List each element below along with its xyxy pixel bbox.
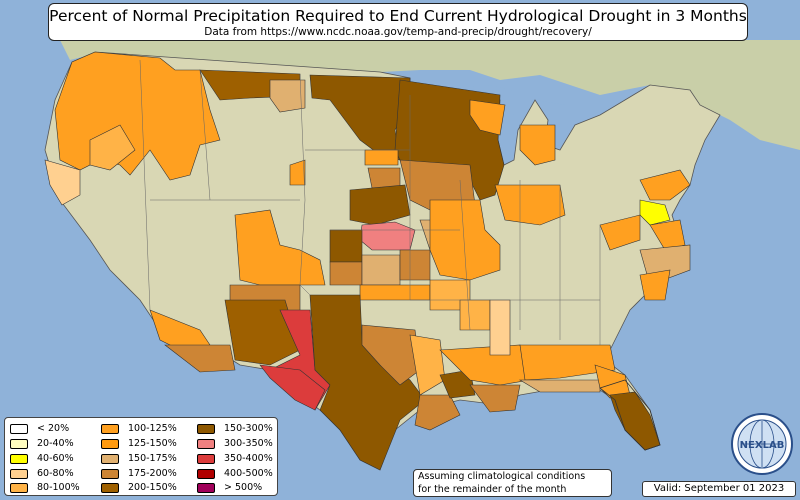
- legend-label: 40-60%: [37, 453, 74, 464]
- legend-label: 100-125%: [128, 423, 177, 434]
- map-title: Percent of Normal Precipitation Required…: [49, 7, 747, 25]
- legend-label: 150-300%: [224, 423, 273, 434]
- legend-swatch: [101, 438, 119, 449]
- legend-swatch: [197, 453, 215, 464]
- legend-label: 20-40%: [37, 438, 74, 449]
- legend-swatch: [101, 423, 119, 434]
- legend-label: > 500%: [224, 482, 263, 493]
- legend-item: 150-175%: [101, 452, 177, 465]
- legend-swatch: [197, 482, 215, 493]
- nexlab-logo-icon: NEXLAB: [731, 413, 793, 475]
- legend-label: 150-175%: [128, 453, 177, 464]
- legend-label: 60-80%: [37, 468, 74, 479]
- state-borders: [139, 59, 601, 345]
- legend-label: 400-500%: [224, 468, 273, 479]
- legend-swatch: [101, 453, 119, 464]
- legend-swatch: [10, 468, 28, 479]
- legend-label: 175-200%: [128, 468, 177, 479]
- title-box: Percent of Normal Precipitation Required…: [48, 3, 748, 41]
- valid-date: Valid: September 01 2023: [642, 481, 796, 497]
- note-line: Assuming climatological conditions: [418, 471, 586, 482]
- legend-item: 20-40%: [10, 437, 74, 450]
- legend-swatch: [197, 438, 215, 449]
- legend-item: 125-150%: [101, 437, 177, 450]
- legend-item: 350-400%: [197, 452, 273, 465]
- legend-item: 80-100%: [10, 481, 80, 494]
- legend-swatch: [10, 482, 28, 493]
- legend-item: 40-60%: [10, 452, 74, 465]
- legend-swatch: [197, 468, 215, 479]
- lake-michigan: [498, 108, 518, 165]
- legend-swatch: [10, 453, 28, 464]
- map-subtitle: Data from https://www.ncdc.noaa.gov/temp…: [204, 26, 592, 38]
- logo-text: NEXLAB: [740, 440, 785, 451]
- legend-label: 125-150%: [128, 438, 177, 449]
- legend-label: 350-400%: [224, 453, 273, 464]
- legend: < 20% 20-40% 40-60% 60-80% 80-100% 100-1…: [4, 417, 278, 496]
- legend-item: < 20%: [10, 422, 69, 435]
- legend-item: 400-500%: [197, 467, 273, 480]
- legend-label: 300-350%: [224, 438, 273, 449]
- legend-item: 300-350%: [197, 437, 273, 450]
- canada-land: [60, 40, 800, 150]
- legend-swatch: [101, 468, 119, 479]
- legend-label: 200-150%: [128, 482, 177, 493]
- legend-label: 80-100%: [37, 482, 80, 493]
- florida: [599, 379, 661, 451]
- legend-item: 175-200%: [101, 467, 177, 480]
- legend-item: > 500%: [197, 481, 262, 494]
- assumption-note: Assuming climatological conditions for t…: [413, 469, 612, 497]
- note-line: for the remainder of the month: [418, 483, 567, 495]
- drought-regions: [44, 51, 691, 471]
- legend-item: 200-150%: [101, 481, 177, 494]
- legend-swatch: [101, 482, 119, 493]
- legend-swatch: [10, 438, 28, 449]
- legend-item: 150-300%: [197, 422, 273, 435]
- legend-item: 60-80%: [10, 467, 74, 480]
- legend-item: 100-125%: [101, 422, 177, 435]
- legend-label: < 20%: [37, 423, 70, 434]
- legend-swatch: [197, 423, 215, 434]
- legend-swatch: [10, 423, 28, 434]
